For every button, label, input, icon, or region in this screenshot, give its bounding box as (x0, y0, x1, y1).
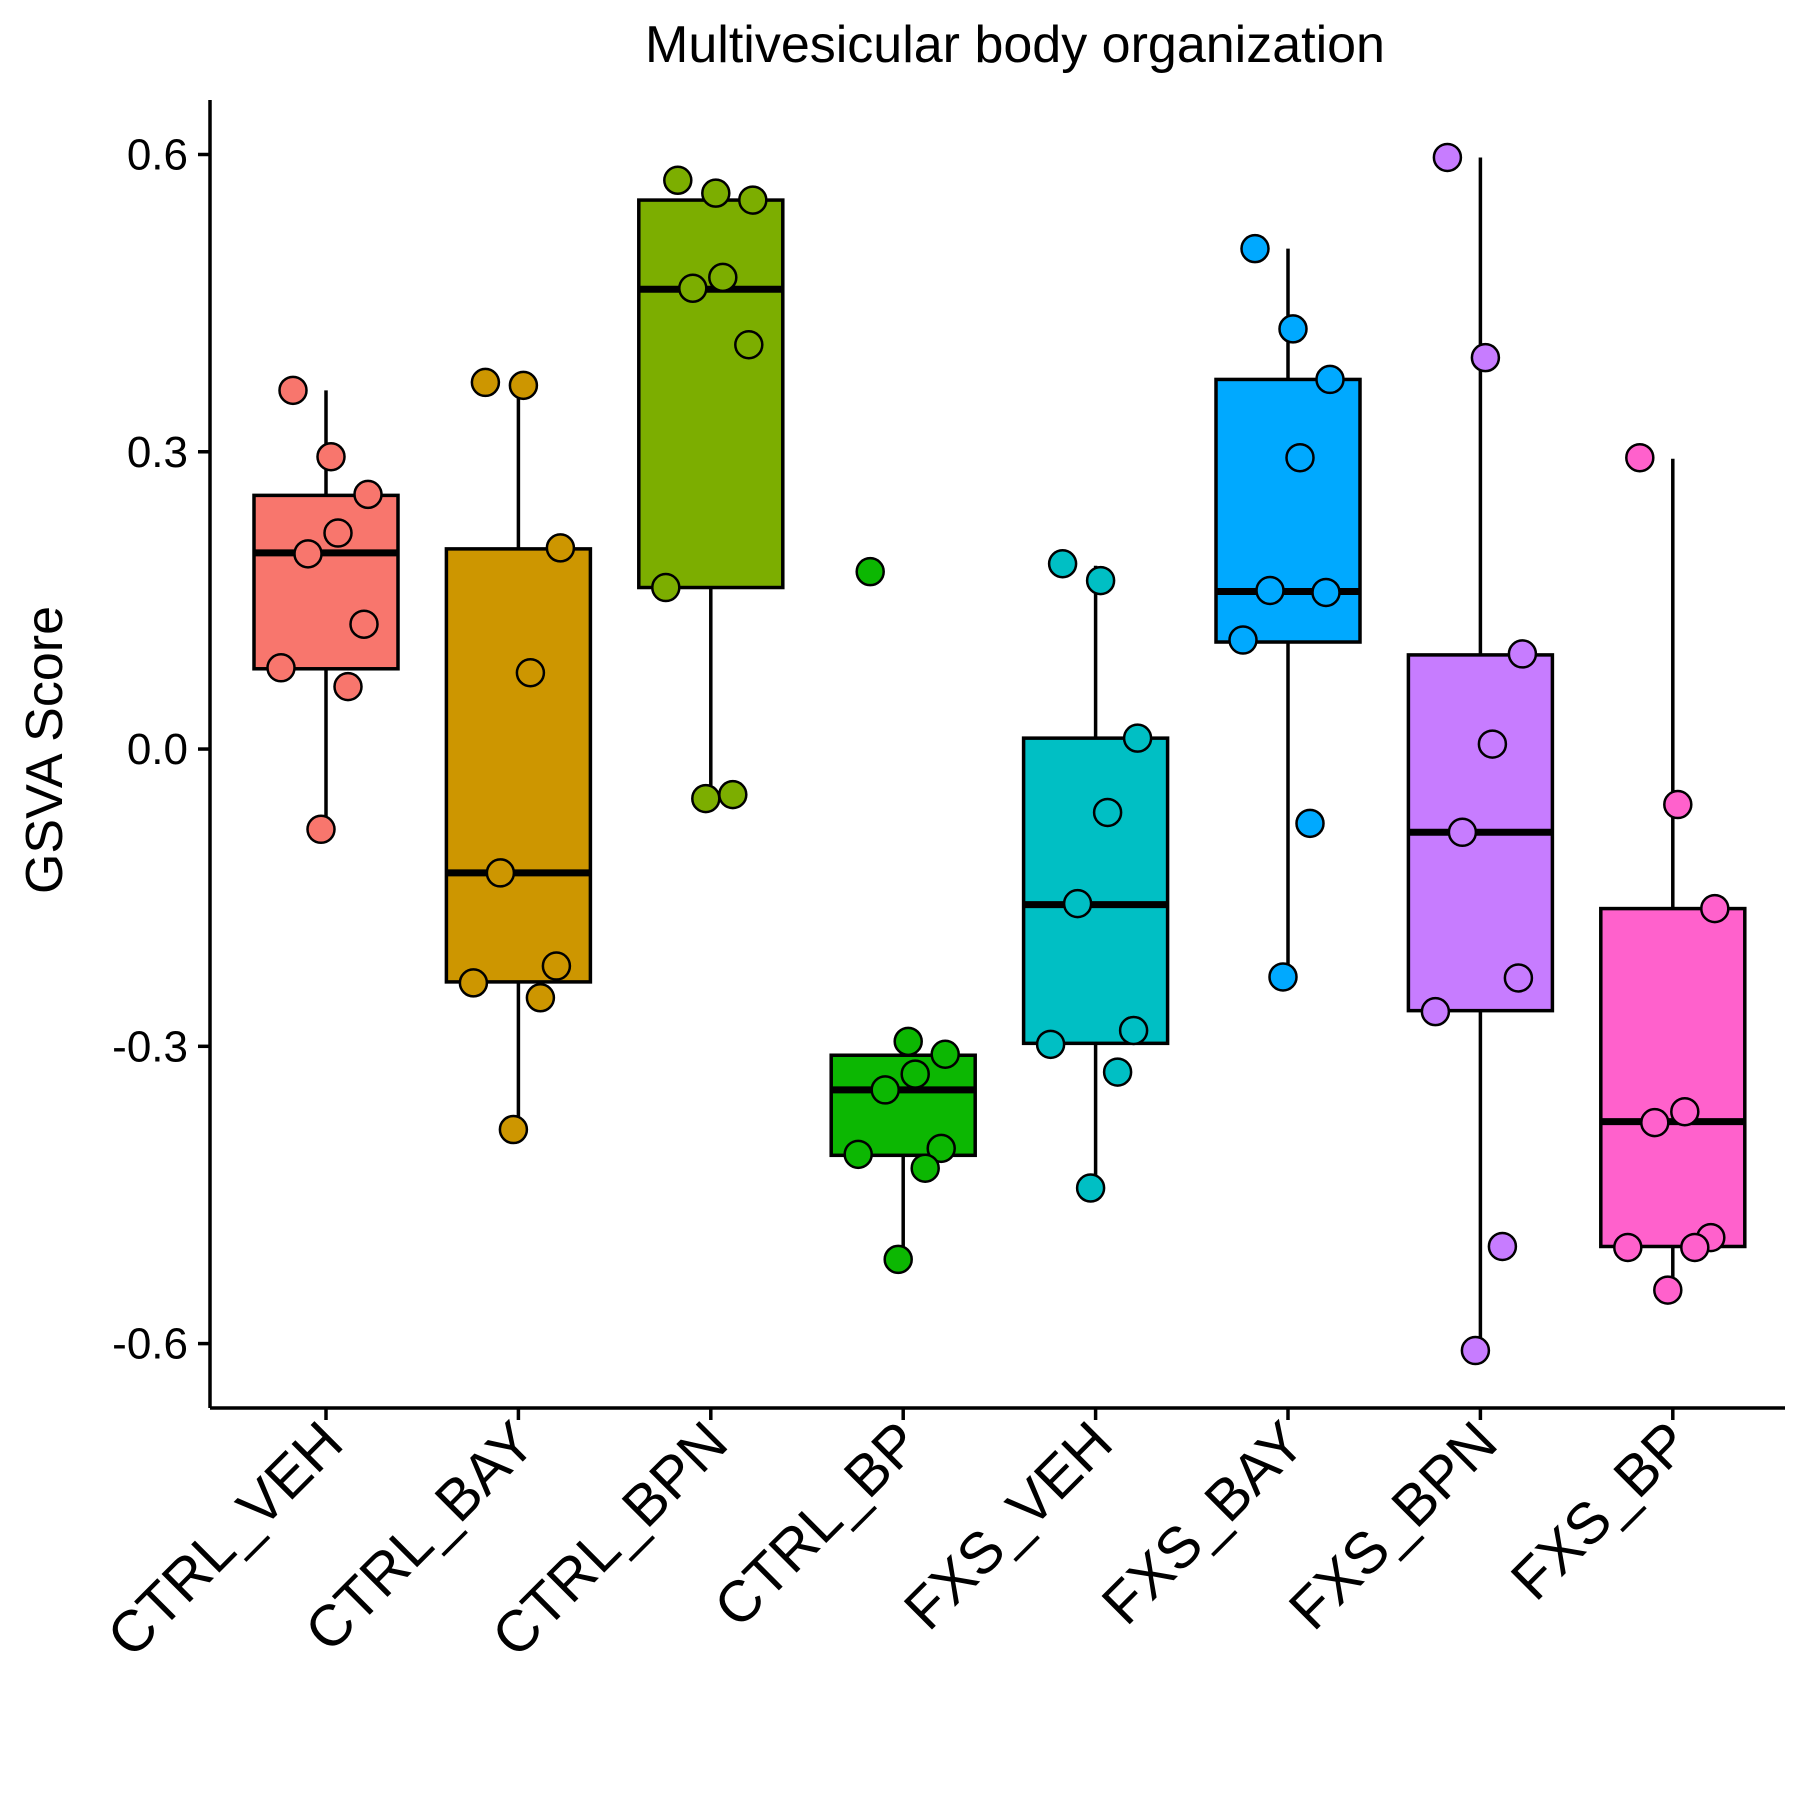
y-tick-label: 0.3 (127, 428, 188, 477)
data-point (1613, 1232, 1643, 1263)
data-point (1700, 893, 1730, 924)
data-point (323, 518, 353, 548)
data-point (1278, 314, 1308, 344)
data-point (651, 572, 681, 603)
data-point (900, 1059, 930, 1089)
data-point (1295, 808, 1325, 839)
data-point (1477, 729, 1508, 759)
box (1214, 377, 1362, 644)
data-point (333, 671, 363, 702)
box-group-fxs-veh (1021, 548, 1170, 1203)
data-point (1122, 723, 1153, 753)
x-tick-label: FXS_BPN (1277, 1409, 1510, 1642)
x-tick-label: CTRL_BP (702, 1409, 933, 1640)
data-point (1470, 342, 1501, 373)
data-point (883, 1244, 913, 1275)
data-point (1085, 565, 1116, 596)
data-point (349, 609, 379, 639)
data-point (926, 1133, 956, 1164)
data-point (1432, 142, 1463, 173)
data-point (1268, 962, 1298, 992)
box (1599, 906, 1747, 1249)
box (1021, 736, 1170, 1046)
box-group-fxs-bp (1599, 442, 1747, 1305)
data-point (1460, 1335, 1491, 1366)
data-point (1047, 548, 1078, 579)
data-point (1487, 1231, 1518, 1262)
data-point (508, 370, 539, 401)
x-tick-label: FXS_VEH (892, 1409, 1125, 1642)
data-point (738, 185, 768, 215)
data-point (485, 858, 516, 888)
data-point (734, 330, 764, 360)
data-point (293, 539, 323, 569)
data-point (1102, 1057, 1133, 1087)
data-point (498, 1114, 529, 1145)
data-point (306, 814, 336, 845)
data-point (708, 262, 738, 293)
y-tick-label: 0.6 (127, 131, 188, 180)
box-group-fxs-bay (1214, 233, 1362, 992)
data-point (1625, 442, 1655, 473)
data-point (541, 951, 572, 981)
data-point (1285, 442, 1315, 473)
box (637, 198, 785, 590)
plot-area (252, 142, 1747, 1366)
data-point (1311, 577, 1341, 608)
y-tick-label: -0.3 (112, 1022, 188, 1071)
data-point (893, 1026, 923, 1057)
box-group-ctrl-bp (829, 556, 977, 1275)
data-point (1062, 888, 1093, 919)
data-point (1680, 1232, 1710, 1263)
data-point (663, 165, 693, 196)
box-group-ctrl-bay (444, 367, 593, 1145)
x-tick-label: FXS_BP (1499, 1409, 1702, 1612)
box (252, 493, 400, 671)
data-point (1118, 1015, 1149, 1046)
data-point (855, 556, 885, 587)
data-point (1503, 963, 1534, 993)
data-point (1075, 1173, 1106, 1203)
data-point (1507, 639, 1538, 669)
chart-title: Multivesicular body organization (645, 16, 1385, 74)
data-point (458, 968, 489, 998)
data-point (525, 983, 556, 1013)
data-point (701, 178, 731, 208)
data-point (1420, 996, 1451, 1027)
data-point (843, 1139, 873, 1170)
data-point (678, 273, 708, 304)
data-point (545, 533, 576, 563)
data-point (910, 1153, 940, 1183)
box-group-fxs-bpn (1406, 142, 1555, 1366)
y-tick-label: -0.6 (112, 1320, 188, 1369)
box-group-ctrl-bpn (637, 165, 785, 814)
box-group-ctrl-veh (252, 375, 400, 845)
data-point (278, 375, 308, 406)
data-point (691, 783, 721, 814)
data-point (718, 779, 748, 810)
data-point (316, 441, 346, 472)
data-point (1240, 233, 1270, 264)
data-point (353, 479, 383, 510)
data-point (1228, 625, 1258, 655)
data-point (1255, 575, 1285, 606)
y-tick-label: 0.0 (127, 725, 188, 774)
data-point (515, 657, 546, 688)
data-point (1035, 1029, 1066, 1060)
data-point (1640, 1107, 1670, 1138)
data-point (470, 367, 501, 398)
data-point (1663, 789, 1693, 820)
data-point (1670, 1096, 1700, 1127)
y-axis-title: GSVA Score (16, 606, 74, 894)
data-point (930, 1039, 960, 1069)
data-point (1315, 364, 1345, 395)
data-point (1653, 1275, 1683, 1305)
box (444, 547, 593, 984)
data-point (266, 653, 296, 683)
data-point (1447, 817, 1478, 848)
data-point (870, 1075, 900, 1105)
data-point (1092, 797, 1123, 828)
